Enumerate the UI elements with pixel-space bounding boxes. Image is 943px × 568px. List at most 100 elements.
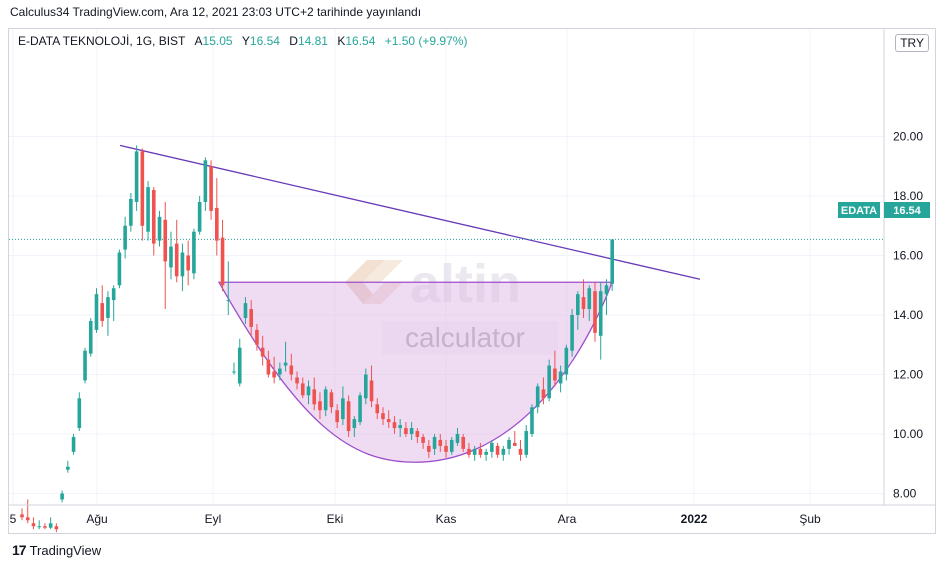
candle-body <box>346 401 351 432</box>
candle-body <box>66 466 70 470</box>
candle-body <box>192 231 196 274</box>
candle-body <box>272 371 276 378</box>
candle-body <box>490 442 494 452</box>
price-tag-symbol: EDATA <box>841 205 877 217</box>
candle-body <box>541 389 546 399</box>
x-tick-label: Ara <box>558 512 577 526</box>
candle-body <box>558 371 563 384</box>
candle-body <box>335 410 339 423</box>
candle-body <box>54 526 59 530</box>
candle-body <box>358 395 362 423</box>
candle-body <box>134 151 139 202</box>
tradingview-logo-icon: 17 <box>12 542 27 558</box>
candle-body <box>398 425 402 429</box>
candle-body <box>226 300 231 302</box>
change-value: +1.50 (+9.97%) <box>384 34 468 48</box>
candle-body <box>157 216 162 241</box>
y-tick-label: 12.00 <box>893 368 923 382</box>
candle-body <box>524 431 529 455</box>
candle-body <box>123 225 127 250</box>
candle-body <box>300 383 305 396</box>
close-value: 16.54 <box>345 34 376 48</box>
y-tick-label: 20.00 <box>893 130 923 144</box>
candle-body <box>163 219 168 262</box>
candle-body <box>576 294 580 315</box>
candle-body <box>31 523 36 527</box>
x-tick-label: Ağu <box>86 512 107 526</box>
candle-body <box>461 436 466 449</box>
candle-body <box>432 436 437 449</box>
candle-body <box>495 445 500 455</box>
candle-body <box>467 448 471 455</box>
candle-body <box>415 431 420 437</box>
candle-body <box>530 407 534 434</box>
candle-body <box>278 368 282 375</box>
y-tick-label: 10.00 <box>893 427 923 441</box>
footer-brand: TradingView <box>29 542 102 558</box>
candle-body <box>535 386 540 408</box>
candle-body <box>169 246 173 268</box>
open-value: 15.05 <box>202 34 233 48</box>
candle-body <box>512 442 517 446</box>
candle-body <box>146 187 150 232</box>
candle-body <box>25 517 30 521</box>
candle-body <box>215 207 219 241</box>
y-tick-label: 14.00 <box>893 308 923 322</box>
candle-body <box>381 413 385 420</box>
candle-body <box>369 380 374 402</box>
candle-body <box>260 347 265 357</box>
candle-body <box>232 371 236 373</box>
candle-body <box>375 404 380 414</box>
candle-body <box>392 422 397 429</box>
candle-body <box>449 439 454 452</box>
candle-body <box>77 398 82 429</box>
candle-body <box>312 389 317 405</box>
price-tag-symbol-bg <box>838 202 880 218</box>
candle-body <box>604 285 609 295</box>
candle-body <box>570 315 574 351</box>
y-tick-label: 18.00 <box>893 189 923 203</box>
candle-body <box>111 288 116 301</box>
candle-body <box>409 428 414 434</box>
high-label: Y <box>241 34 250 48</box>
candle-body <box>88 320 93 354</box>
candle-body <box>553 368 557 381</box>
close-label: K <box>337 34 346 48</box>
candle-body <box>306 386 311 396</box>
candle-body <box>518 448 523 455</box>
candle-body <box>444 445 448 452</box>
candle-body <box>151 190 156 244</box>
candle-body <box>455 434 460 443</box>
x-tick-label: 2022 <box>681 512 708 526</box>
candle-body <box>484 451 488 455</box>
candle-body <box>404 428 408 434</box>
y-tick-label: 8.00 <box>893 487 917 501</box>
candle-body <box>295 377 299 384</box>
x-tick-label: Eyl <box>205 512 222 526</box>
candle-body <box>386 419 391 423</box>
currency-button[interactable]: TRY <box>895 34 929 52</box>
candle-body <box>329 392 334 408</box>
candle-body <box>507 439 511 449</box>
candle-body <box>106 297 110 318</box>
candle-body <box>43 526 47 528</box>
candle-body <box>37 526 41 528</box>
x-tick-label: Şub <box>799 512 821 526</box>
symbol-name: E-DATA TEKNOLOJİ, 1G, BIST <box>18 34 186 48</box>
candle-body <box>180 252 185 277</box>
candle-body <box>364 374 368 399</box>
candle-body <box>283 362 288 366</box>
y-tick-label: 16.00 <box>893 249 923 263</box>
candle-body <box>547 365 551 399</box>
footer: 17 TradingView <box>12 542 101 558</box>
candle-body <box>478 448 483 455</box>
price-tag-value: 16.54 <box>893 205 921 217</box>
candle-body <box>581 297 586 310</box>
candle-body <box>129 198 133 226</box>
candlesticks <box>20 145 614 533</box>
candle-body <box>209 166 213 211</box>
price-tag-value-bg <box>884 202 930 218</box>
resistance-trendline <box>119 144 701 280</box>
candle-body <box>593 291 597 333</box>
